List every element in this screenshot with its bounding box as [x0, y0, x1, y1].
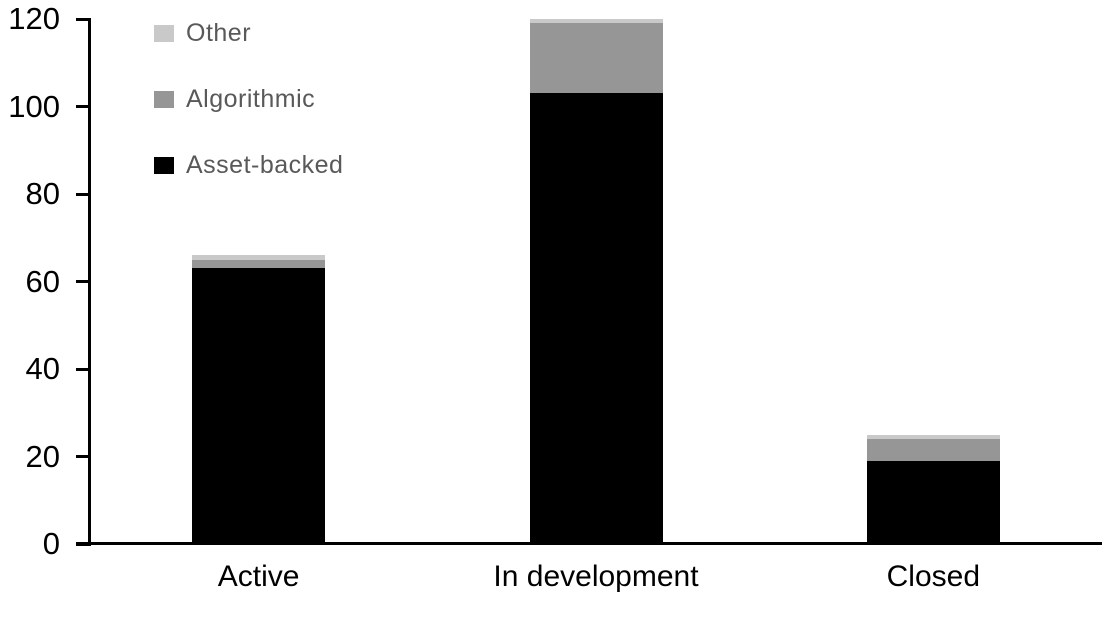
y-axis-label: 20 — [25, 438, 60, 474]
bar-segment-algorithmic-active — [192, 259, 326, 269]
legend-item: Asset-backed — [154, 150, 344, 179]
y-axis-label: 0 — [42, 526, 60, 561]
y-axis-label: 120 — [8, 1, 60, 36]
legend-label: Algorithmic — [186, 84, 316, 113]
bar-segment-asset-backed-in-development — [529, 93, 663, 544]
bar-segment-other-closed — [866, 434, 1000, 439]
bar-segment-other-in-development — [529, 19, 663, 24]
y-axis-tick — [76, 105, 90, 108]
x-axis-label: In development — [493, 560, 699, 593]
y-axis-label: 80 — [25, 176, 60, 211]
y-axis-tick — [76, 192, 90, 196]
legend-swatch-icon — [154, 90, 174, 108]
y-axis-tick — [76, 17, 90, 21]
bar-segment-algorithmic-in-development — [529, 23, 663, 94]
bar-segment-asset-backed-active — [192, 268, 326, 544]
y-axis-label: 60 — [25, 263, 60, 299]
legend-item: Other — [154, 18, 252, 47]
legend-label: Other — [186, 18, 252, 47]
bar-segment-other-active — [192, 255, 326, 260]
x-axis-label: Closed — [886, 560, 981, 593]
y-axis-tick — [76, 367, 90, 371]
x-axis-label: Active — [217, 560, 300, 593]
legend-item: Algorithmic — [154, 84, 316, 113]
y-axis-tick — [76, 542, 90, 546]
y-axis-label: 100 — [8, 88, 60, 124]
legend-swatch-icon — [154, 24, 174, 42]
bar-segment-asset-backed-closed — [866, 460, 1000, 544]
y-axis-tick — [76, 455, 90, 458]
legend-label: Asset-backed — [186, 150, 344, 179]
legend-swatch-icon — [154, 156, 174, 174]
y-axis-label: 40 — [25, 351, 60, 386]
y-axis-tick — [76, 280, 90, 283]
bar-segment-algorithmic-closed — [866, 439, 1000, 461]
